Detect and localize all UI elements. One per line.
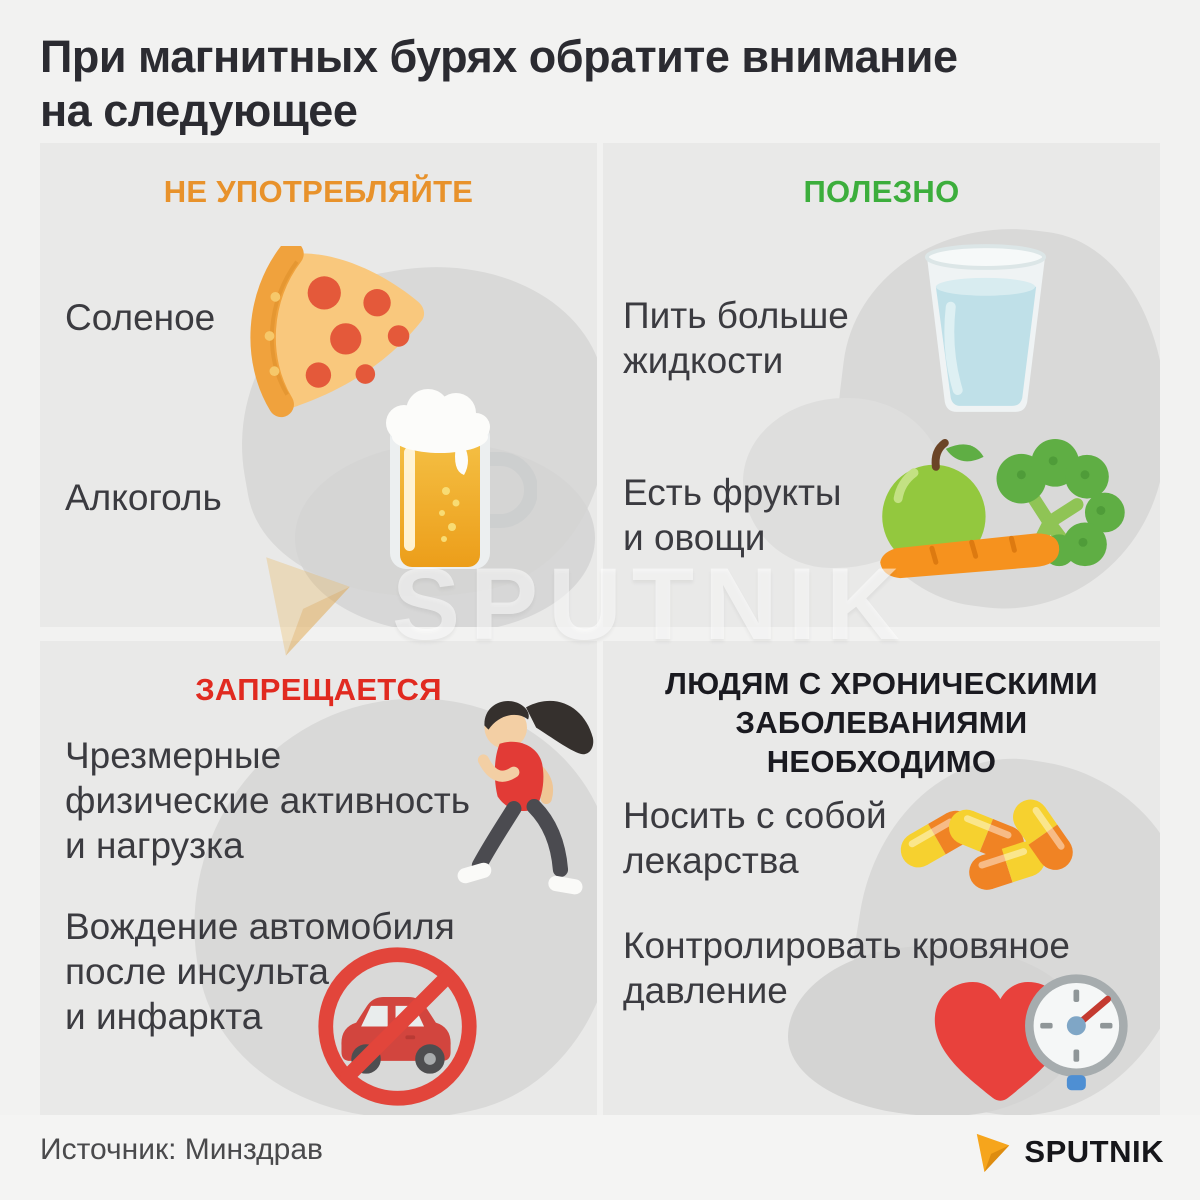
panel-useful: ПОЛЕЗНО Пить больше жидкости Есть фрукты…: [603, 143, 1160, 627]
panel-header-chronic: ЛЮДЯМ С ХРОНИЧЕСКИМИ ЗАБОЛЕВАНИЯМИ НЕОБХ…: [665, 666, 1098, 779]
panel-do-not-consume: НЕ УПОТРЕБЛЯЙТЕ Соленое: [40, 143, 597, 627]
panel-forbidden: ЗАПРЕЩАЕТСЯ Чрезмерные физические активн…: [40, 641, 597, 1115]
item-label-driving: Вождение автомобиля после инсульта и инф…: [65, 906, 455, 1038]
beer-mug-icon: [345, 381, 537, 581]
heart-pressure-gauge-icon: [915, 963, 1137, 1115]
pills-icon: [891, 779, 1089, 901]
footer: Источник: Минздрав SPUTNIK: [0, 1115, 1200, 1200]
fruits-vegetables-icon: [871, 431, 1127, 595]
page-title: При магнитных бурях обратите внимание на…: [40, 31, 958, 136]
panel-header-forbidden: ЗАПРЕЩАЕТСЯ: [195, 672, 442, 707]
item-label-medicines: Носить с собой лекарства: [623, 795, 887, 882]
item-label-salty: Соленое: [65, 297, 216, 338]
panel-chronic: ЛЮДЯМ С ХРОНИЧЕСКИМИ ЗАБОЛЕВАНИЯМИ НЕОБХ…: [603, 641, 1160, 1115]
item-label-alcohol: Алкоголь: [65, 477, 222, 518]
sputnik-arrow-icon: [977, 1133, 1010, 1173]
panel-header-useful: ПОЛЕЗНО: [803, 174, 960, 209]
item-label-eat-fruits: Есть фрукты и овощи: [623, 472, 842, 559]
item-label-physical-activity: Чрезмерные физические активность и нагру…: [65, 735, 470, 867]
pizza-icon: [225, 246, 447, 422]
panel-header-do-not-consume: НЕ УПОТРЕБЛЯЙТЕ: [163, 174, 474, 209]
item-label-blood-pressure: Контролировать кровяное давление: [623, 925, 1070, 1012]
sputnik-logo: SPUTNIK: [972, 1129, 1164, 1175]
quadrant-grid: НЕ УПОТРЕБЛЯЙТЕ Соленое: [40, 143, 1160, 1115]
source-text: Источник: Минздрав: [40, 1133, 323, 1166]
item-label-drink-liquids: Пить больше жидкости: [623, 295, 849, 382]
water-glass-icon: [919, 241, 1053, 415]
brand-text: SPUTNIK: [1024, 1134, 1164, 1169]
no-car-icon: [312, 941, 484, 1113]
running-woman-icon: [455, 683, 597, 911]
